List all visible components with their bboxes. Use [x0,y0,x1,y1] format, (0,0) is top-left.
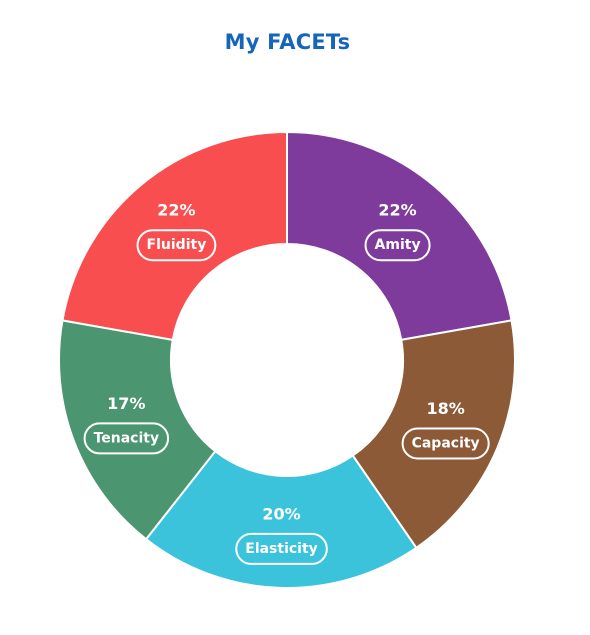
name-label-amity: Amity [375,237,421,253]
slice-fluidity[interactable] [61,130,288,342]
name-badge-fluidity [136,229,217,262]
slice-amity[interactable] [286,130,513,342]
chart-title: My FACETs [224,30,351,54]
name-label-elasticity: Elasticity [245,541,318,557]
slice-group [58,130,516,589]
label-group: 22% Amity 18% Capacity 20% Elasticity 17% Tenac… [83,201,490,565]
name-badge-tenacity [83,422,170,455]
name-badge-elasticity [235,532,328,565]
percent-label-fluidity: 22% [157,201,195,220]
donut-chart: 22% Amity 18% Capacity 20% Elasticity 17% Tenac… [58,130,516,589]
slice-tenacity[interactable] [58,319,217,541]
percent-label-amity: 22% [378,201,416,220]
slice-elasticity[interactable] [144,449,418,589]
name-badge-amity [364,229,431,262]
name-label-capacity: Capacity [412,435,480,451]
percent-label-tenacity: 17% [107,394,145,413]
name-label-fluidity: Fluidity [147,237,207,253]
name-badge-capacity [401,427,490,460]
percent-label-capacity: 18% [426,399,464,418]
slice-capacity[interactable] [351,319,516,550]
name-label-tenacity: Tenacity [94,430,160,446]
percent-label-elasticity: 20% [262,504,300,523]
